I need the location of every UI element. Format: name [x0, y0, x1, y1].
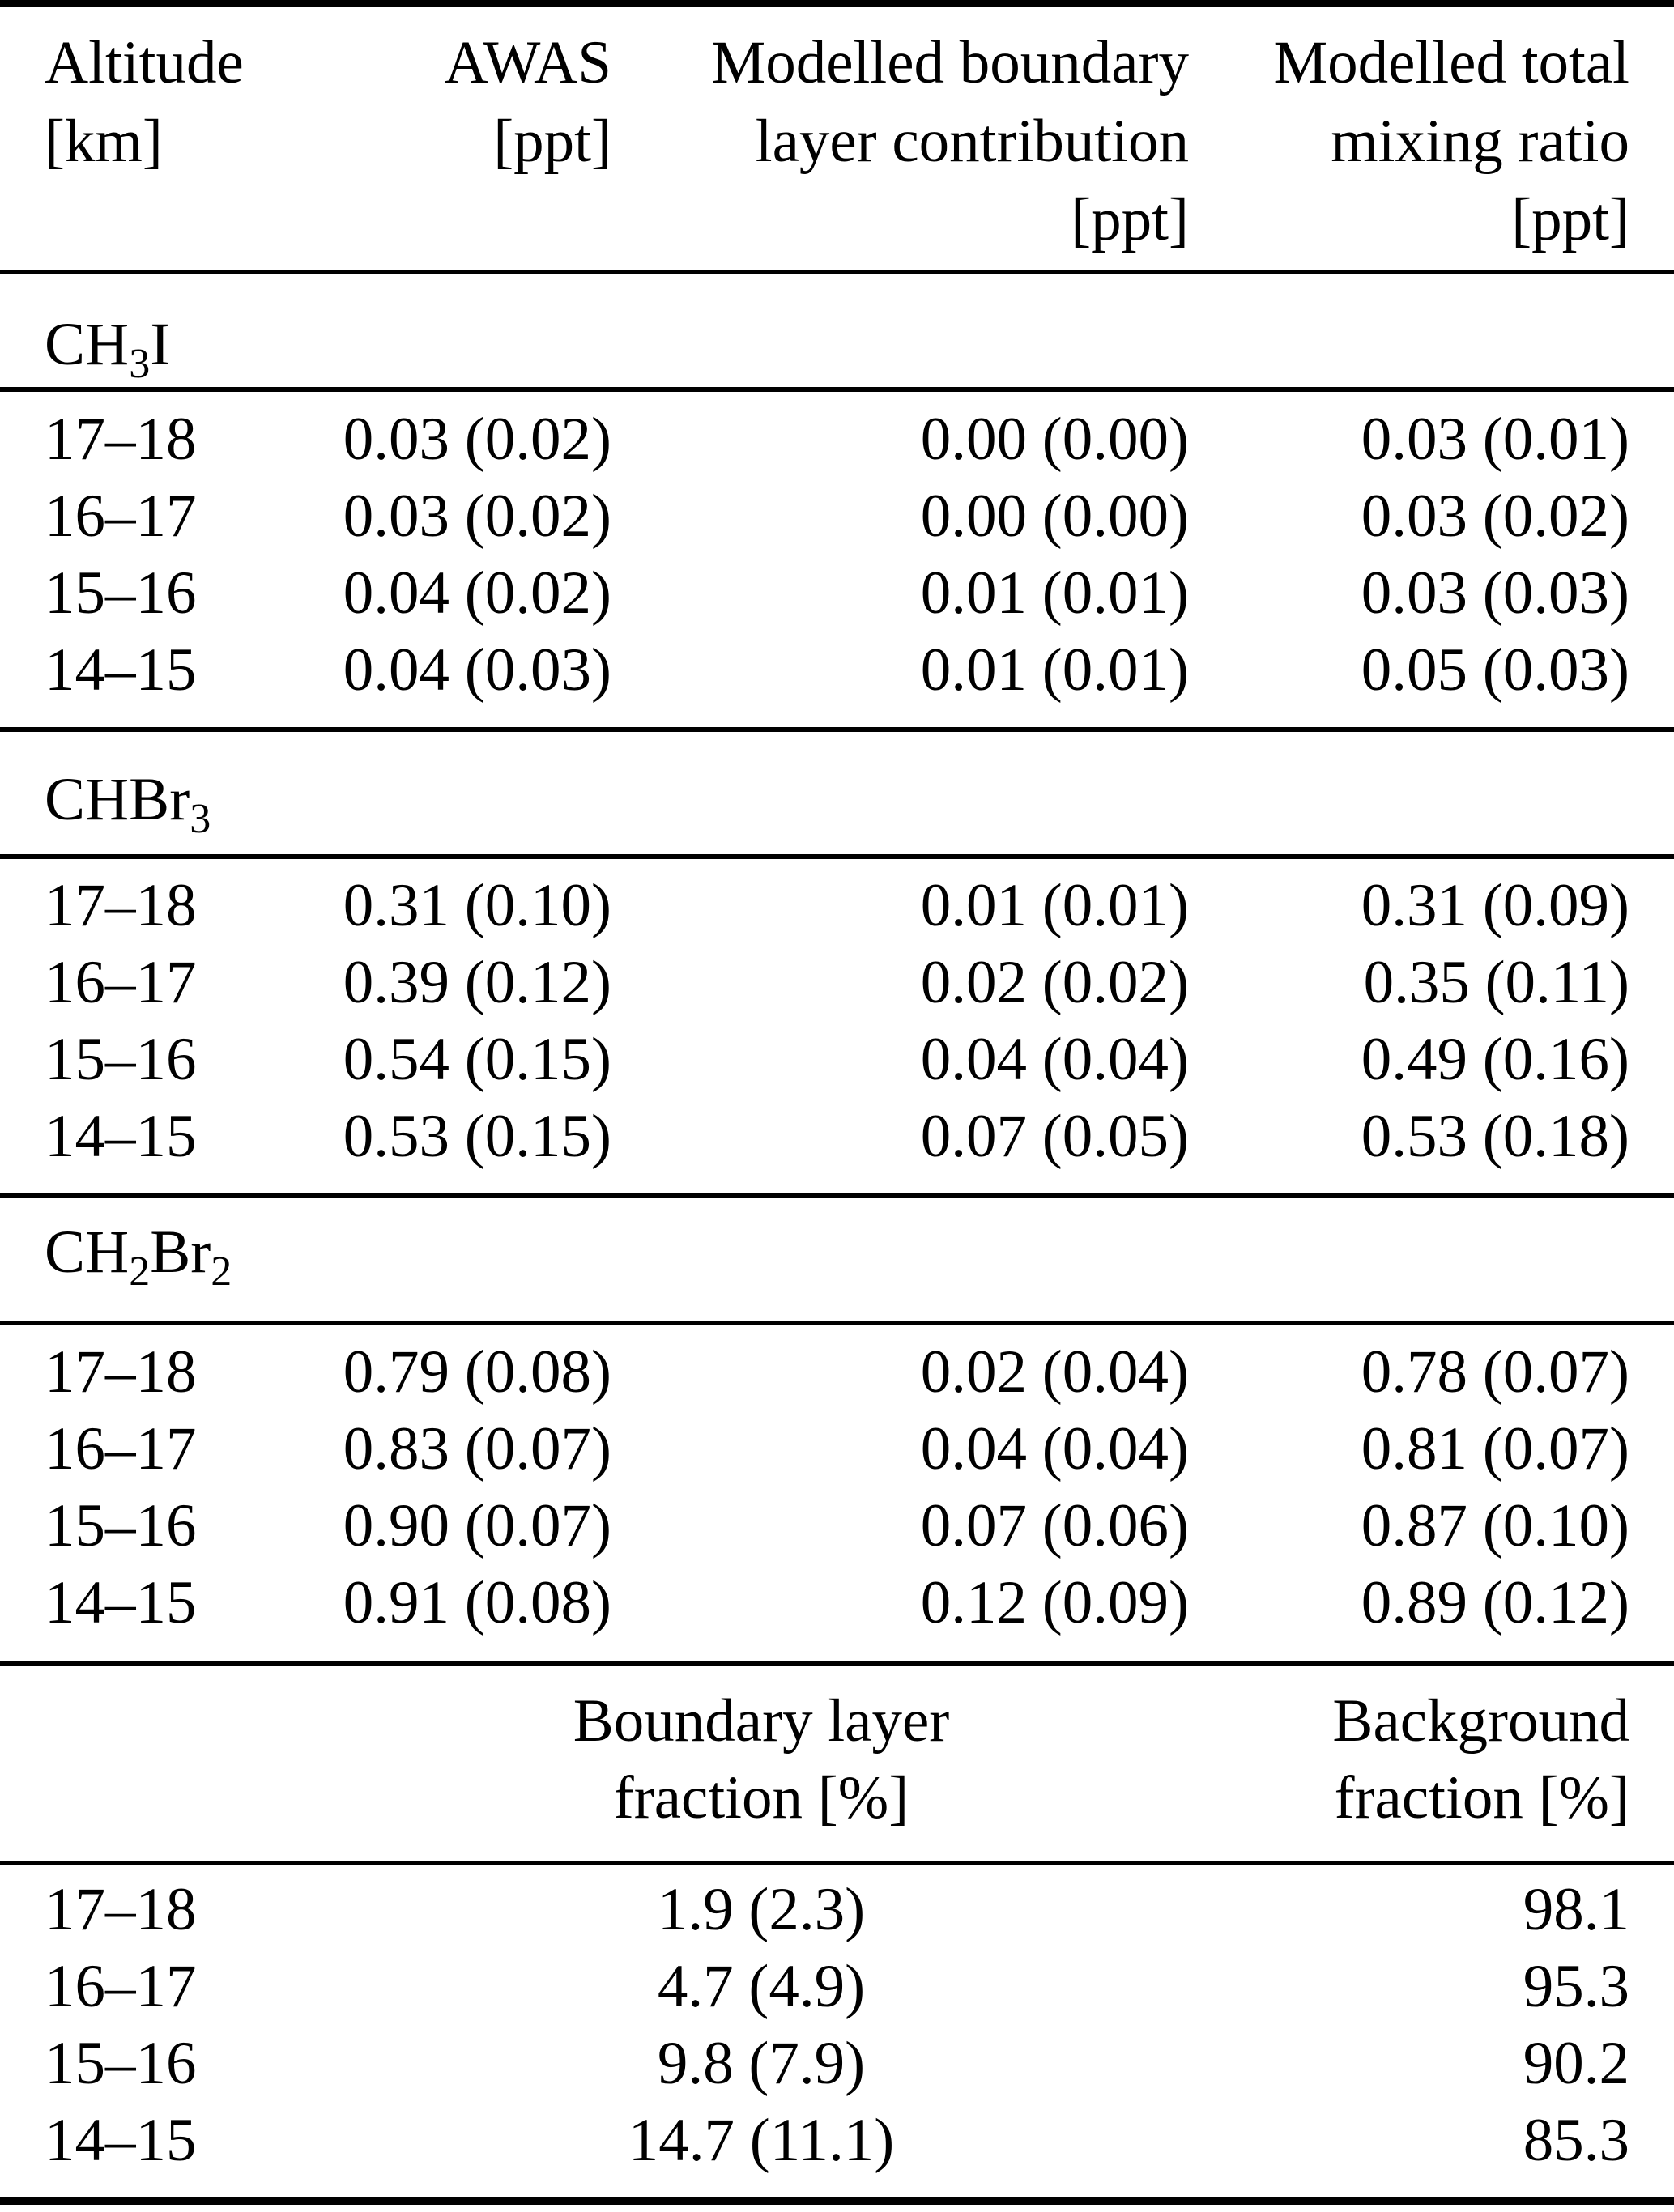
fraction-header-rule — [0, 1861, 1674, 1865]
cell-awas: 0.90 (0.07) — [343, 1492, 611, 1559]
header-boundary-fraction-2: fraction [%] — [613, 1764, 909, 1831]
chbr3-bottom-rule — [0, 1193, 1674, 1198]
cell-altitude: 17–18 — [45, 872, 197, 939]
cell-boundary-fraction: 9.8 (7.9) — [657, 2030, 866, 2097]
cell-blc: 0.07 (0.05) — [920, 1103, 1189, 1170]
header-altitude-unit: [km] — [45, 108, 163, 175]
cell-awas: 0.04 (0.02) — [343, 559, 611, 627]
cell-boundary-fraction: 4.7 (4.9) — [657, 1953, 866, 2020]
cell-total: 0.81 (0.07) — [1361, 1415, 1629, 1482]
cell-boundary-fraction: 14.7 (11.1) — [628, 2107, 895, 2174]
section-label-ch3i: CH3I — [45, 311, 171, 387]
cell-altitude: 15–16 — [45, 1492, 197, 1559]
header-background-fraction-2: fraction [%] — [1334, 1764, 1629, 1831]
header-total-1: Modelled total — [1273, 29, 1630, 96]
header-awas: AWAS — [444, 29, 611, 96]
cell-awas: 0.31 (0.10) — [343, 872, 611, 939]
cell-total: 0.35 (0.11) — [1363, 949, 1629, 1016]
cell-blc: 0.00 (0.00) — [920, 406, 1189, 473]
cell-altitude: 15–16 — [45, 2030, 197, 2097]
chbr3-label-rule — [0, 854, 1674, 859]
cell-background-fraction: 90.2 — [1523, 2030, 1629, 2097]
cell-blc: 0.02 (0.02) — [920, 949, 1189, 1016]
header-blc-unit: [ppt] — [1071, 186, 1189, 253]
cell-total: 0.87 (0.10) — [1361, 1492, 1629, 1559]
cell-awas: 0.03 (0.02) — [343, 483, 611, 550]
header-bottom-rule — [0, 270, 1674, 274]
cell-altitude: 16–17 — [45, 1953, 197, 2020]
cell-awas: 0.03 (0.02) — [343, 406, 611, 473]
cell-background-fraction: 95.3 — [1523, 1953, 1629, 2020]
header-boundary-fraction-1: Boundary layer — [573, 1687, 950, 1755]
cell-total: 0.31 (0.09) — [1361, 872, 1629, 939]
cell-boundary-fraction: 1.9 (2.3) — [657, 1876, 866, 1943]
cell-altitude: 16–17 — [45, 1415, 197, 1482]
cell-altitude: 14–15 — [45, 1103, 197, 1170]
bottom-rule — [0, 2197, 1674, 2205]
cell-blc: 0.04 (0.04) — [920, 1415, 1189, 1482]
cell-altitude: 16–17 — [45, 949, 197, 1016]
cell-total: 0.53 (0.18) — [1361, 1103, 1629, 1170]
cell-background-fraction: 98.1 — [1523, 1876, 1629, 1943]
section-label-chbr3: CHBr3 — [45, 766, 211, 842]
header-altitude: Altitude — [45, 29, 244, 96]
cell-altitude: 15–16 — [45, 559, 197, 627]
cell-awas: 0.39 (0.12) — [343, 949, 611, 1016]
ch3i-bottom-rule — [0, 727, 1674, 732]
cell-awas: 0.91 (0.08) — [343, 1569, 611, 1636]
cell-altitude: 14–15 — [45, 2107, 197, 2174]
cell-altitude: 15–16 — [45, 1026, 197, 1093]
header-total-unit: [ppt] — [1511, 186, 1629, 253]
header-blc-2: layer contribution — [755, 108, 1189, 175]
cell-blc: 0.04 (0.04) — [920, 1026, 1189, 1093]
ch2br2-bottom-rule — [0, 1661, 1674, 1666]
cell-blc: 0.02 (0.04) — [920, 1338, 1189, 1406]
cell-altitude: 14–15 — [45, 636, 197, 704]
cell-awas: 0.83 (0.07) — [343, 1415, 611, 1482]
cell-blc: 0.01 (0.01) — [920, 559, 1189, 627]
section-label-ch2br2: CH2Br2 — [45, 1219, 232, 1295]
header-blc-1: Modelled boundary — [711, 29, 1189, 96]
header-awas-unit: [ppt] — [493, 108, 611, 175]
cell-altitude: 14–15 — [45, 1569, 197, 1636]
cell-awas: 0.04 (0.03) — [343, 636, 611, 704]
cell-total: 0.49 (0.16) — [1361, 1026, 1629, 1093]
top-rule — [0, 0, 1674, 7]
cell-altitude: 16–17 — [45, 483, 197, 550]
cell-background-fraction: 85.3 — [1523, 2107, 1629, 2174]
cell-altitude: 17–18 — [45, 1876, 197, 1943]
cell-total: 0.89 (0.12) — [1361, 1569, 1629, 1636]
cell-altitude: 17–18 — [45, 1338, 197, 1406]
cell-blc: 0.12 (0.09) — [920, 1569, 1189, 1636]
cell-total: 0.03 (0.02) — [1361, 483, 1629, 550]
cell-awas: 0.53 (0.15) — [343, 1103, 611, 1170]
cell-total: 0.05 (0.03) — [1361, 636, 1629, 704]
header-background-fraction-1: Background — [1332, 1687, 1629, 1755]
ch2br2-label-rule — [0, 1321, 1674, 1325]
cell-total: 0.03 (0.01) — [1361, 406, 1629, 473]
cell-altitude: 17–18 — [45, 406, 197, 473]
ch3i-label-rule — [0, 387, 1674, 392]
header-total-2: mixing ratio — [1331, 108, 1629, 175]
cell-total: 0.78 (0.07) — [1361, 1338, 1629, 1406]
cell-blc: 0.07 (0.06) — [920, 1492, 1189, 1559]
cell-blc: 0.01 (0.01) — [920, 636, 1189, 704]
cell-total: 0.03 (0.03) — [1361, 559, 1629, 627]
cell-awas: 0.54 (0.15) — [343, 1026, 611, 1093]
cell-blc: 0.01 (0.01) — [920, 872, 1189, 939]
cell-blc: 0.00 (0.00) — [920, 483, 1189, 550]
cell-awas: 0.79 (0.08) — [343, 1338, 611, 1406]
